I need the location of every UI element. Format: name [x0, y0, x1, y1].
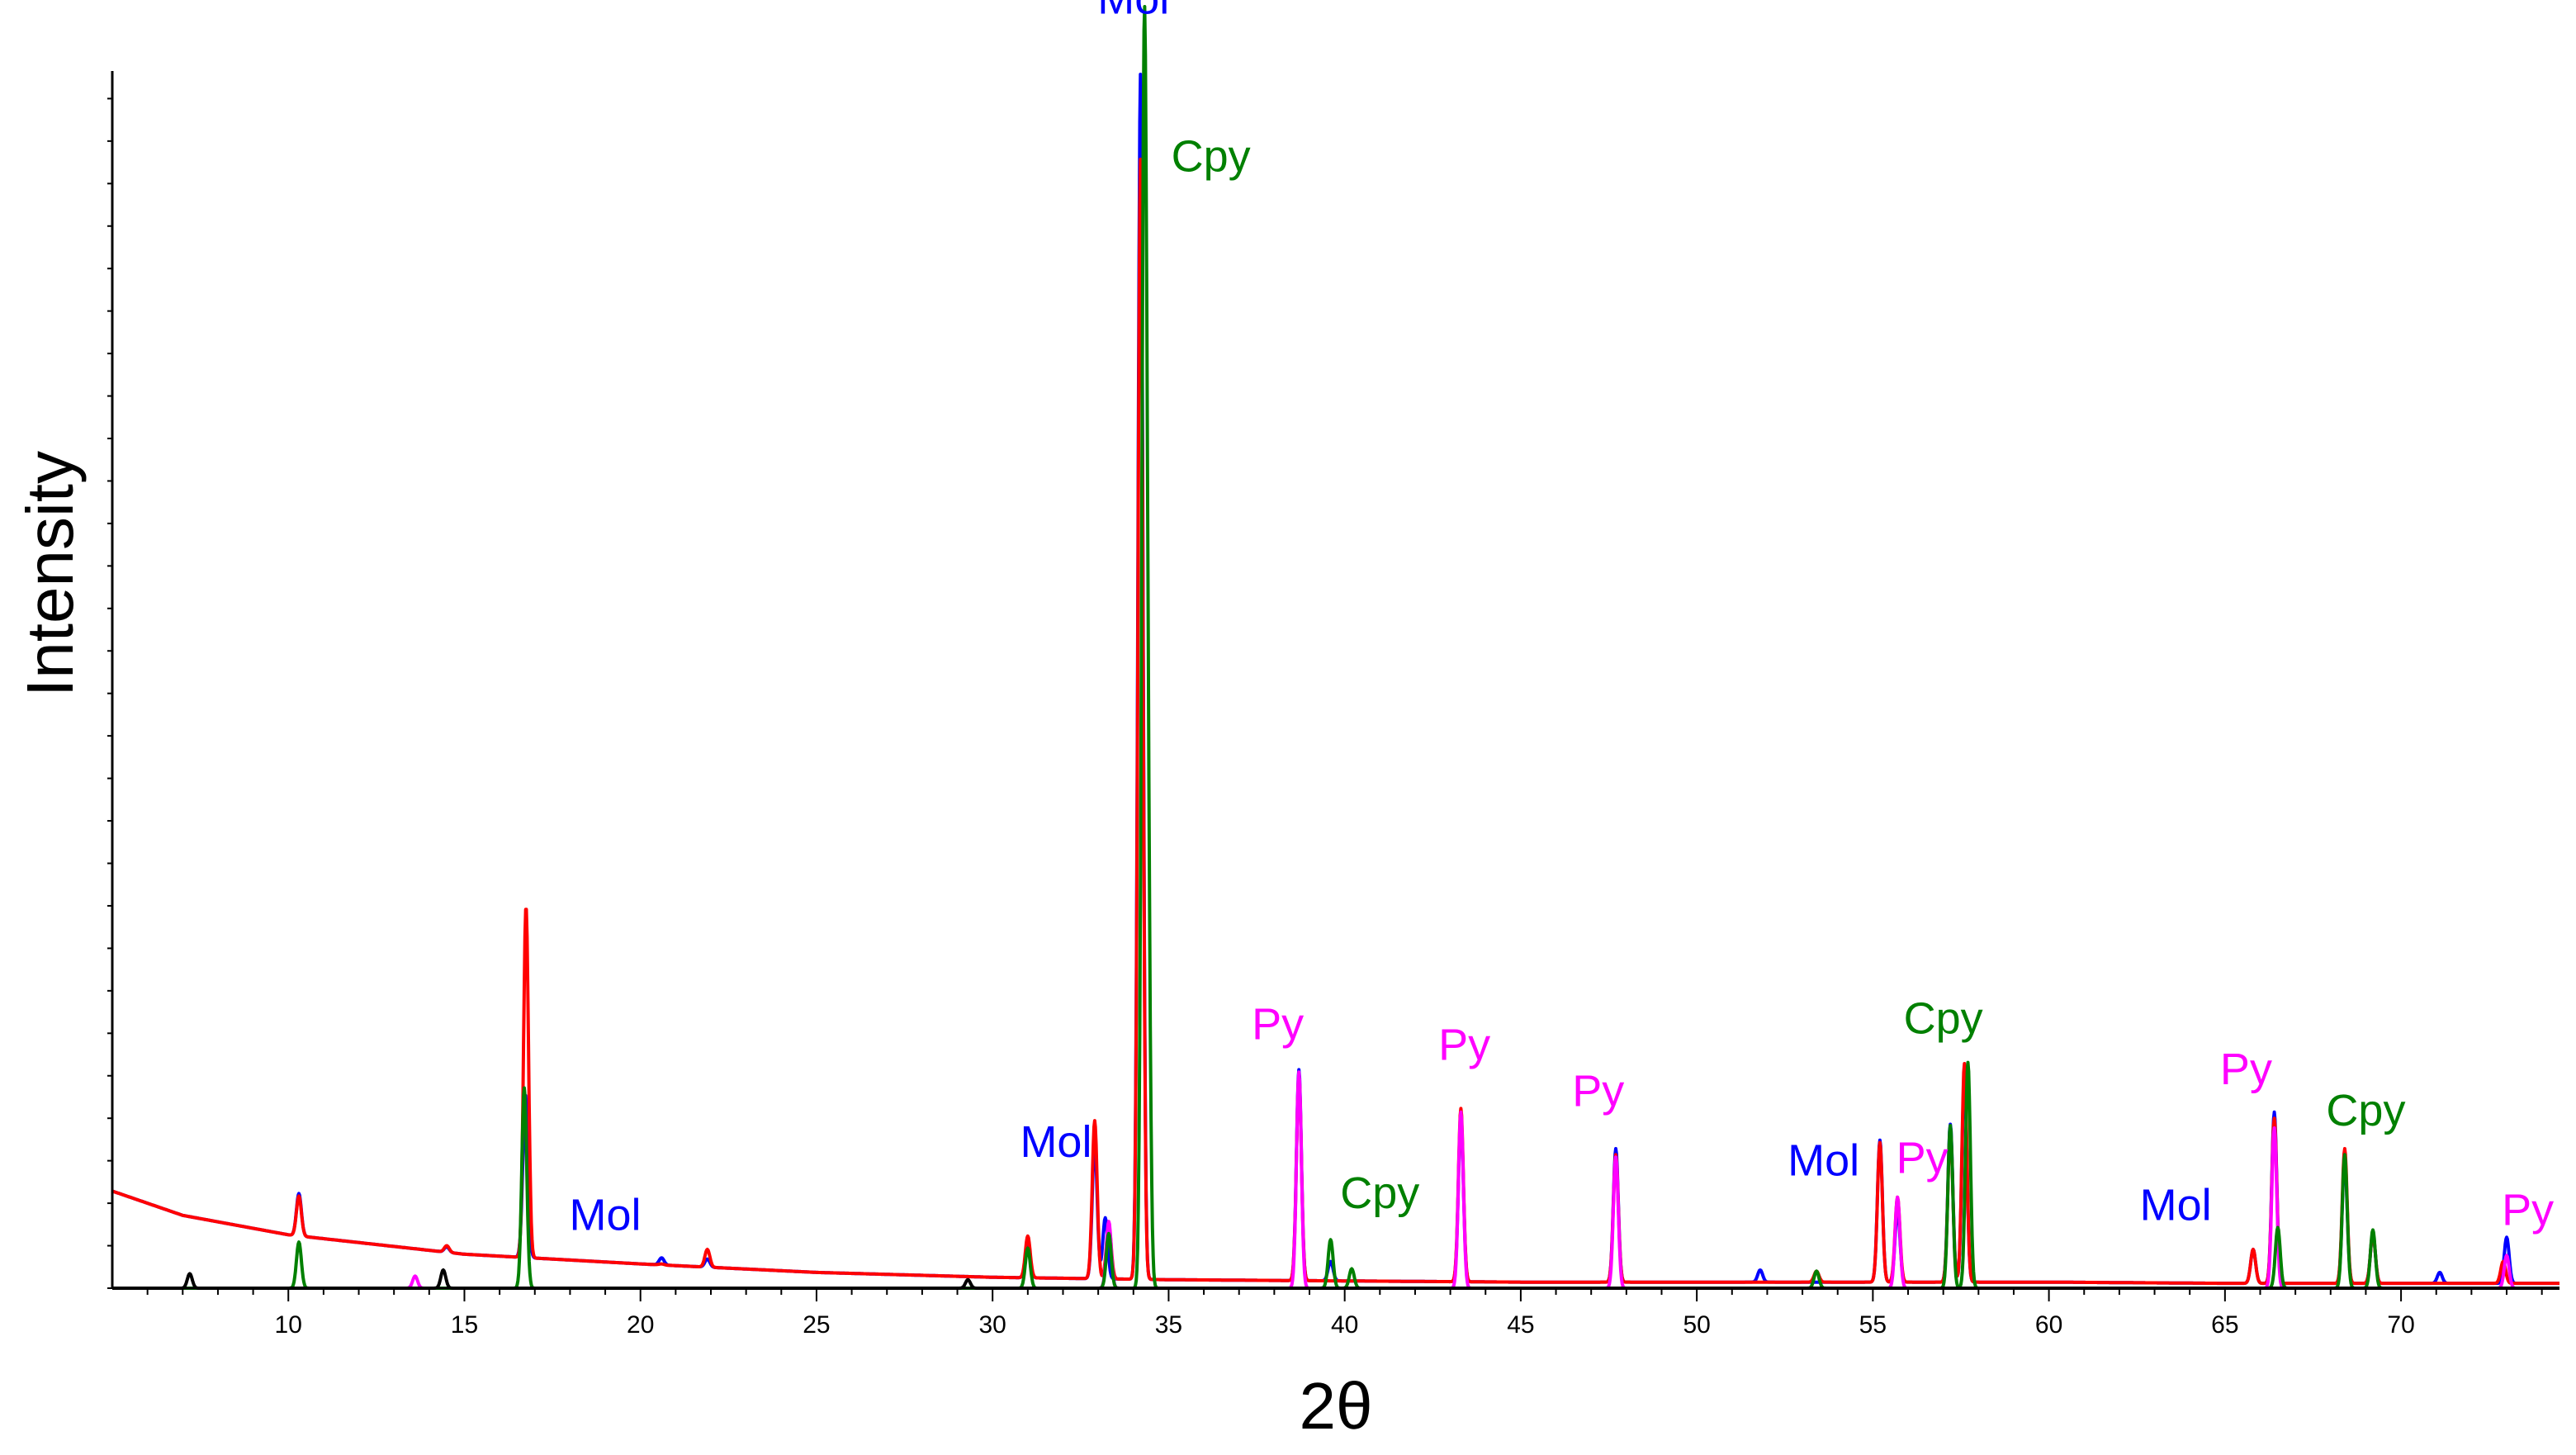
- series-line-2: [111, 157, 2561, 1286]
- peak-label-mol: Mol: [2140, 1181, 2212, 1230]
- peak-label-cpy: Cpy: [1340, 1168, 1419, 1218]
- x-tick-label: 20: [627, 1311, 654, 1339]
- x-tick-label: 60: [2035, 1311, 2062, 1339]
- peak-label-cpy: Cpy: [2326, 1086, 2405, 1135]
- y-axis-title: Intensity: [13, 451, 87, 697]
- series-line-1: [111, 73, 2561, 1286]
- peak-label-mol: Mol: [570, 1190, 642, 1239]
- x-tick-label: 70: [2387, 1311, 2414, 1339]
- x-tick-label: 10: [275, 1311, 302, 1339]
- x-tick-label: 15: [451, 1311, 478, 1339]
- peak-label-py: Py: [1896, 1133, 1949, 1182]
- series-layer: [111, 5, 2561, 1290]
- x-tick-label: 25: [803, 1311, 830, 1339]
- series-line-4: [111, 5, 2561, 1290]
- x-tick-label: 45: [1507, 1311, 1534, 1339]
- peak-label-cpy: Cpy: [1172, 132, 1251, 182]
- axes-layer: [111, 71, 2559, 1290]
- x-tick-label: 40: [1331, 1311, 1358, 1339]
- peak-label-py: Py: [1252, 1000, 1304, 1050]
- peak-label-mol: Mol: [1020, 1117, 1091, 1167]
- peak-label-py: Py: [1438, 1021, 1490, 1070]
- x-tick-label: 35: [1155, 1311, 1182, 1339]
- peak-label-mol: Mol: [1788, 1135, 1859, 1185]
- peak-label-cpy: Cpy: [1904, 993, 1983, 1043]
- peak-label-py: Py: [2220, 1045, 2272, 1094]
- x-axis-title: 2θ: [1300, 1369, 1373, 1443]
- x-tick-label: 30: [978, 1311, 1006, 1339]
- peak-label-mol: Mol: [1097, 0, 1169, 24]
- peak-label-py: Py: [2502, 1186, 2554, 1235]
- ticks-layer: 10 15 20 25 30 35 40 45 50 55 60 65 70: [107, 97, 2543, 1339]
- x-tick-label: 55: [1859, 1311, 1887, 1339]
- annotation-layer: Mol Cpy Mol Mol Py Cpy Py Py Mol Py Cpy Mol Py Cpy Py: [570, 0, 2555, 1239]
- peak-label-py: Py: [1572, 1067, 1624, 1116]
- x-tick-label: 65: [2211, 1311, 2238, 1339]
- x-tick-label: 50: [1683, 1311, 1710, 1339]
